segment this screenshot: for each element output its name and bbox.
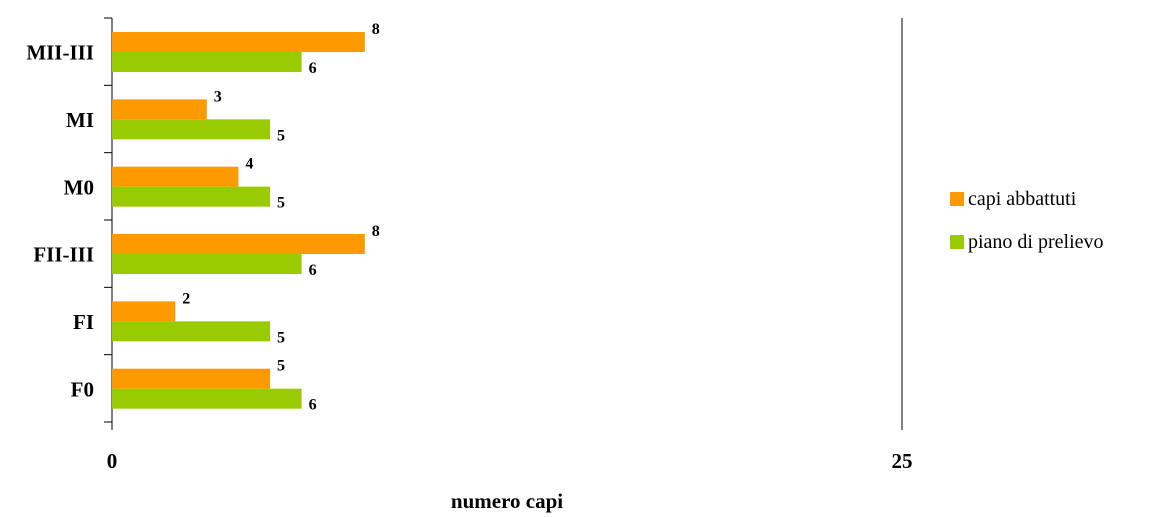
bar-piano-di-prelievo [112,52,302,72]
data-label: 3 [214,88,222,105]
data-label: 6 [309,262,317,279]
category-label: MII-III [26,41,94,65]
legend-label: piano di prelievo [968,231,1104,253]
bar-capi-abbattuti [112,234,365,254]
data-label: 5 [277,358,285,375]
x-axis-title: numero capi [451,489,563,513]
x-tick-label: 25 [892,449,913,473]
category-label: FI [73,310,94,334]
bar-capi-abbattuti [112,301,176,322]
category-label: M0 [64,175,94,199]
bar-capi-abbattuti [112,32,365,52]
bar-piano-di-prelievo [112,119,270,140]
data-label: 5 [277,329,285,346]
bar-capi-abbattuti [112,368,270,389]
x-tick-label: 0 [107,449,118,473]
data-label: 8 [372,223,380,240]
legend: capi abbattuti piano di prelievo [950,188,1104,253]
data-label: 4 [245,156,253,173]
data-label: 5 [277,127,285,144]
bar-piano-di-prelievo [112,186,270,207]
bar-capi-abbattuti [112,99,207,120]
legend-swatch [950,192,964,206]
data-label: 6 [309,397,317,414]
data-label: 6 [309,60,317,77]
bar-capi-abbattuti [112,166,239,187]
bar-piano-di-prelievo [112,321,270,342]
data-label: 5 [277,195,285,212]
category-label: MI [66,108,94,132]
data-label: 8 [372,21,380,38]
category-label: FII-III [33,243,94,267]
bar-piano-di-prelievo [112,388,302,409]
data-label: 2 [182,290,190,307]
legend-label: capi abbattuti [968,188,1077,210]
category-label: F0 [71,377,94,401]
bar-piano-di-prelievo [112,254,302,274]
legend-swatch [950,235,964,249]
